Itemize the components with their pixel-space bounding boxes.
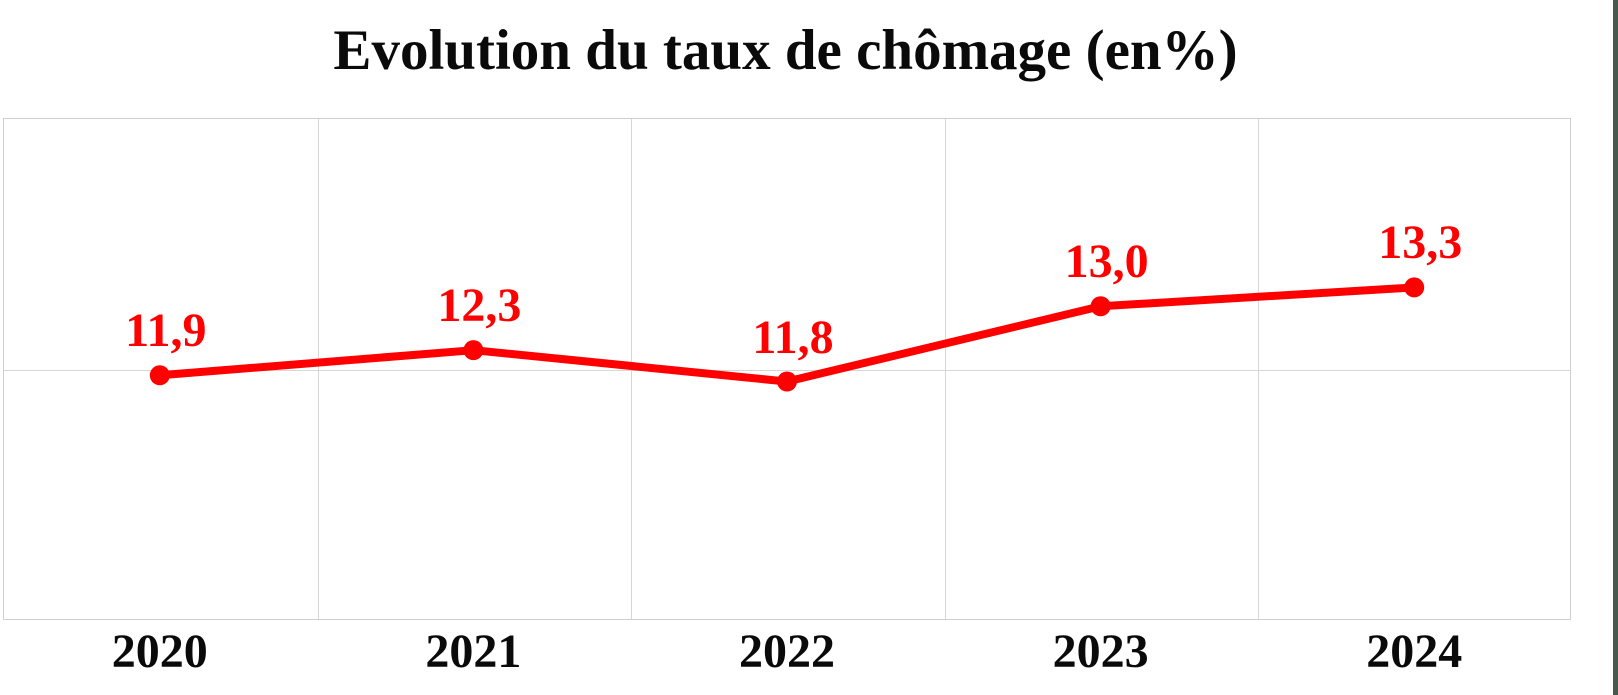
data-point-label: 12,3 — [437, 279, 522, 333]
data-point-label: 11,8 — [752, 310, 834, 364]
data-point-label: 13,0 — [1064, 235, 1149, 289]
data-point-label: 13,3 — [1378, 216, 1463, 270]
vertical-gridline — [1258, 119, 1260, 619]
right-edge-strip — [1613, 0, 1618, 695]
x-tick-label: 2022 — [739, 625, 835, 678]
data-point-label: 11,9 — [125, 304, 207, 358]
vertical-gridline — [631, 119, 633, 619]
x-tick-label: 2024 — [1366, 625, 1463, 678]
plot-area — [3, 118, 1571, 620]
chart-title: Evolution du taux de chômage (en%) — [333, 18, 1238, 82]
vertical-gridline — [317, 119, 319, 619]
horizontal-gridline — [4, 370, 1570, 371]
x-tick-label: 2021 — [425, 625, 522, 678]
x-tick-label: 2023 — [1052, 625, 1149, 678]
vertical-gridline — [944, 119, 946, 619]
x-tick-label: 2020 — [111, 625, 208, 678]
